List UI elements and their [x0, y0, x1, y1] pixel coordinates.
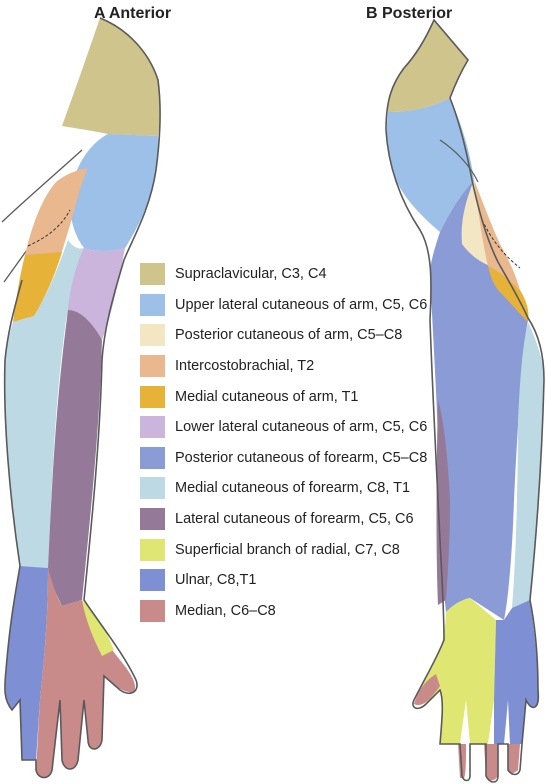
- anterior-dashed-line: [27, 209, 71, 247]
- posterior-region-upper-lateral: [386, 98, 474, 232]
- legend-label: Posterior cutaneous of arm, C5–C8: [175, 327, 403, 344]
- legend-item: Ulnar, C8,T1: [140, 565, 440, 596]
- legend-swatch: [140, 569, 165, 592]
- anterior-region-intercostobrachial: [25, 168, 88, 258]
- legend-label: Posterior cutaneous of forearm, C5–C8: [175, 449, 428, 466]
- legend-label: Lateral cutaneous of forearm, C5, C6: [175, 511, 414, 528]
- legend-item: Superficial branch of radial, C7, C8: [140, 534, 440, 565]
- posterior-region-superficial-radial: [414, 598, 496, 744]
- anterior-region-upper-lateral: [69, 134, 159, 251]
- legend-label: Intercostobrachial, T2: [175, 358, 315, 375]
- legend-swatch: [140, 446, 165, 469]
- posterior-title: B Posterior: [366, 5, 452, 22]
- anterior-region-lateral-forearm: [48, 310, 102, 606]
- legend-label: Ulnar, C8,T1: [175, 572, 257, 589]
- legend-item: Upper lateral cutaneous of arm, C5, C6: [140, 290, 440, 321]
- legend-swatch: [140, 416, 165, 439]
- legend-swatch: [140, 263, 165, 286]
- legend-label: Lower lateral cutaneous of arm, C5, C6: [175, 419, 428, 436]
- legend-item: Lateral cutaneous of forearm, C5, C6: [140, 504, 440, 535]
- anterior-chest-line: [1, 149, 83, 223]
- legend-label: Medial cutaneous of forearm, C8, T1: [175, 480, 411, 497]
- anterior-region-ulnar: [4, 566, 48, 760]
- legend-swatch: [140, 508, 165, 531]
- posterior-arm: [385, 18, 545, 783]
- legend-item: Medial cutaneous of arm, T1: [140, 381, 440, 412]
- posterior-region-posterior-arm: [461, 180, 490, 266]
- anterior-region-medial-arm: [13, 252, 62, 322]
- posterior-region-lateral-forearm: [436, 400, 450, 605]
- posterior-fold-line: [439, 139, 479, 183]
- posterior-median-finger-tip-3: [508, 744, 520, 773]
- legend-swatch: [140, 355, 165, 378]
- legend-item: Posterior cutaneous of forearm, C5–C8: [140, 443, 440, 474]
- anterior-region-supraclavicular: [62, 18, 161, 136]
- anterior-region-superficial-radial: [82, 600, 114, 656]
- legend-item: Supraclavicular, C3, C4: [140, 259, 440, 290]
- posterior-arm-outline: [385, 18, 545, 783]
- legend-label: Medial cutaneous of arm, T1: [175, 388, 359, 405]
- legend-item: Median, C6–C8: [140, 596, 440, 627]
- legend-label: Upper lateral cutaneous of arm, C5, C6: [175, 296, 428, 313]
- legend-item: Posterior cutaneous of arm, C5–C8: [140, 320, 440, 351]
- legend-item: Medial cutaneous of forearm, C8, T1: [140, 473, 440, 504]
- anterior-arm: [1, 17, 161, 779]
- posterior-median-thumb-tip: [414, 674, 440, 706]
- legend-label: Superficial branch of radial, C7, C8: [175, 541, 400, 558]
- legend-swatch: [140, 385, 165, 408]
- posterior-region-medial-arm: [488, 266, 529, 322]
- posterior-region-ulnar: [494, 600, 539, 744]
- posterior-region-supraclavicular: [388, 20, 468, 112]
- legend-swatch: [140, 538, 165, 561]
- anterior-region-median: [36, 568, 136, 778]
- posterior-region-medial-forearm: [512, 322, 544, 608]
- legend-label: Median, C6–C8: [175, 602, 276, 619]
- anterior-region-lower-lateral: [68, 248, 125, 340]
- posterior-dashed-line: [481, 219, 521, 269]
- anterior-arm-outline: [3, 17, 161, 779]
- legend-item: Lower lateral cutaneous of arm, C5, C6: [140, 412, 440, 443]
- legend-item: Intercostobrachial, T2: [140, 351, 440, 382]
- legend-label: Supraclavicular, C3, C4: [175, 266, 327, 283]
- legend-swatch: [140, 599, 165, 622]
- posterior-region-intercostobrachial: [474, 180, 520, 290]
- legend: Supraclavicular, C3, C4 Upper lateral cut…: [140, 259, 440, 626]
- legend-swatch: [140, 293, 165, 316]
- anterior-title: A Anterior: [94, 5, 171, 22]
- legend-swatch: [140, 324, 165, 347]
- posterior-median-finger-tip-2: [484, 744, 498, 781]
- legend-swatch: [140, 477, 165, 500]
- anterior-region-medial-forearm: [4, 240, 85, 568]
